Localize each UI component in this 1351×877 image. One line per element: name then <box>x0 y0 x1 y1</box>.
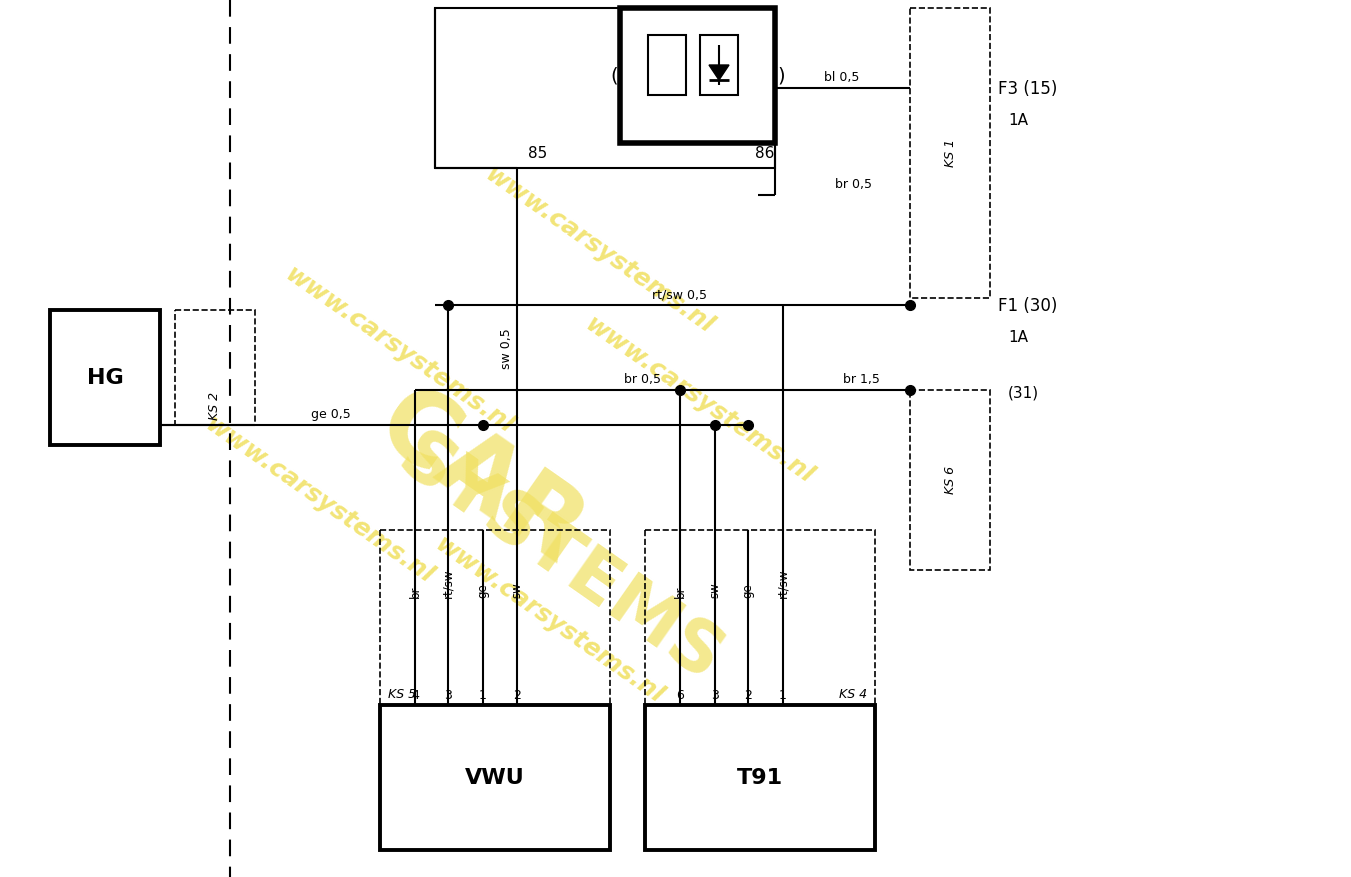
Text: 1: 1 <box>480 689 486 702</box>
Text: sw: sw <box>708 581 721 597</box>
Bar <box>911 390 990 570</box>
Text: 85: 85 <box>528 146 547 161</box>
Text: (31): (31) <box>1008 385 1039 400</box>
Text: br 0,5: br 0,5 <box>835 178 871 191</box>
Text: sw: sw <box>511 581 523 597</box>
Text: rt/sw: rt/sw <box>777 568 789 597</box>
Text: 3: 3 <box>711 689 719 702</box>
Text: br 0,5: br 0,5 <box>624 373 661 386</box>
Text: VWU: VWU <box>465 767 526 788</box>
Text: rt/sw: rt/sw <box>442 568 454 597</box>
Text: br 1,5: br 1,5 <box>843 373 880 386</box>
Text: KS 2: KS 2 <box>208 392 222 420</box>
Text: 2: 2 <box>513 689 521 702</box>
Text: F1 (30): F1 (30) <box>998 297 1058 315</box>
Text: www.carsystems.nl: www.carsystems.nl <box>281 262 519 438</box>
Text: www.carsystems.nl: www.carsystems.nl <box>431 531 669 708</box>
Bar <box>380 530 611 705</box>
Bar <box>620 8 775 143</box>
Bar <box>380 705 611 850</box>
Text: T91: T91 <box>736 767 784 788</box>
Text: KS 5: KS 5 <box>388 688 416 701</box>
Bar <box>644 705 875 850</box>
Bar <box>50 310 159 445</box>
Text: KS 4: KS 4 <box>839 688 867 701</box>
Text: ): ) <box>777 66 785 85</box>
Text: ge: ge <box>742 582 754 597</box>
Text: br: br <box>674 585 686 597</box>
Text: ge: ge <box>477 582 489 597</box>
Text: HG: HG <box>86 367 123 388</box>
Text: www.carsystems.nl: www.carsystems.nl <box>581 312 819 488</box>
Text: KS 1: KS 1 <box>943 139 957 167</box>
Text: 1: 1 <box>780 689 786 702</box>
Bar <box>700 35 738 95</box>
Text: SYSTEMS: SYSTEMS <box>385 423 735 697</box>
Text: www.carsystems.nl: www.carsystems.nl <box>201 412 439 588</box>
Text: F3 (15): F3 (15) <box>998 80 1058 98</box>
Text: 86: 86 <box>755 146 774 161</box>
Text: 1A: 1A <box>1008 330 1028 345</box>
Bar <box>644 530 875 705</box>
Text: 6: 6 <box>676 689 684 702</box>
Text: sw 0,5: sw 0,5 <box>500 329 513 369</box>
Text: 4: 4 <box>411 689 419 702</box>
Bar <box>435 8 775 168</box>
Text: bl 0,5: bl 0,5 <box>824 71 859 84</box>
Text: 3: 3 <box>444 689 453 702</box>
Bar <box>176 310 255 425</box>
Text: 2: 2 <box>744 689 753 702</box>
Text: CAR: CAR <box>359 375 601 585</box>
Bar <box>648 35 686 95</box>
Text: ge 0,5: ge 0,5 <box>311 408 351 421</box>
Text: br: br <box>408 585 422 597</box>
Text: (: ( <box>611 66 617 85</box>
Text: 1A: 1A <box>1008 113 1028 128</box>
Text: KS 6: KS 6 <box>943 466 957 494</box>
Polygon shape <box>709 65 730 80</box>
Text: www.carsystems.nl: www.carsystems.nl <box>481 162 719 339</box>
Text: rt/sw 0,5: rt/sw 0,5 <box>651 288 707 301</box>
Bar <box>911 8 990 298</box>
